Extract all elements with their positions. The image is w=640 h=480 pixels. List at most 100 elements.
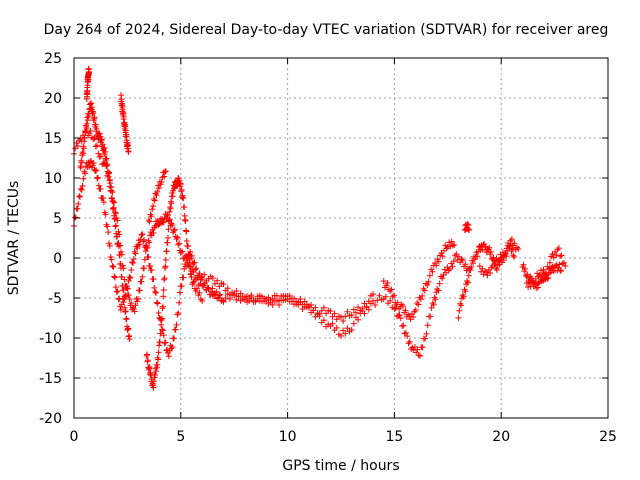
data-point [408,346,415,353]
data-point [429,268,436,275]
data-point [433,262,440,269]
data-point [558,252,565,259]
data-point [534,284,541,291]
data-point [166,217,173,224]
data-point [537,267,544,274]
data-point [95,150,102,157]
data-point [150,276,157,283]
data-point [544,275,551,282]
data-point [126,296,133,303]
data-point [486,244,493,251]
data-point [175,241,182,248]
data-point [186,256,193,263]
data-point [154,300,161,307]
data-point [123,285,130,292]
data-point [168,200,175,207]
data-point [194,285,201,292]
data-point [284,295,291,302]
data-point [176,299,183,306]
data-point [411,343,418,350]
data-point [405,340,412,347]
data-point [96,153,103,160]
data-point [91,114,98,121]
data-point [169,222,176,229]
data-point [119,103,126,110]
data-point [389,293,396,300]
data-point [167,205,174,212]
data-points [71,65,569,391]
data-point [426,272,433,279]
data-point [104,223,111,230]
data-point [151,284,158,291]
data-point [415,352,422,359]
data-point [139,231,146,238]
data-point [231,291,238,297]
data-point [174,234,181,241]
data-point [79,150,86,157]
data-point [190,279,197,286]
data-point [412,307,419,313]
data-point [248,294,255,301]
x-tick-label: 15 [385,429,403,445]
data-point [380,278,387,285]
data-point [456,307,463,314]
data-point [329,320,336,327]
data-point [99,141,106,148]
data-point [217,291,224,298]
data-point [93,167,100,174]
data-point [192,266,199,273]
data-point [116,252,123,259]
data-point [557,253,564,260]
data-point [125,148,132,155]
data-point [208,288,215,295]
data-point [132,250,139,257]
data-point [82,129,89,136]
data-point [415,301,422,308]
data-point [191,278,198,285]
data-point [117,248,124,255]
data-point [78,159,85,166]
data-point [526,279,533,286]
data-point [155,349,162,356]
data-point [436,280,443,287]
data-point [188,274,195,281]
data-point [101,144,108,151]
data-point [161,275,168,282]
data-point [468,263,475,270]
y-tick-label: -15 [39,371,62,387]
data-point [449,242,456,249]
data-point [120,113,127,120]
data-point [201,271,208,278]
data-point [114,233,121,240]
data-point [481,268,488,275]
x-tick-label: 10 [279,429,297,445]
data-point [100,160,107,167]
data-point [90,110,97,117]
data-point [153,192,160,199]
data-point [81,135,88,141]
data-point [196,270,203,277]
data-point [419,344,426,351]
data-point [458,256,465,263]
data-point [323,310,330,317]
data-point [180,274,187,281]
y-tick-label: 0 [53,251,62,267]
data-point [399,303,406,310]
data-point [156,185,163,192]
data-point [211,291,218,298]
data-point [141,236,148,243]
data-point [76,193,83,200]
data-point [338,314,344,321]
series-arc-F [143,175,206,391]
series-arc-E [117,92,132,155]
data-point [138,278,145,285]
data-point [447,243,454,250]
y-tick-label: 25 [44,51,62,67]
data-point [107,254,114,261]
data-point [102,211,109,218]
data-point [108,187,115,194]
data-point [155,310,162,317]
data-point [152,371,159,378]
data-point [161,168,168,175]
data-point [536,271,543,278]
